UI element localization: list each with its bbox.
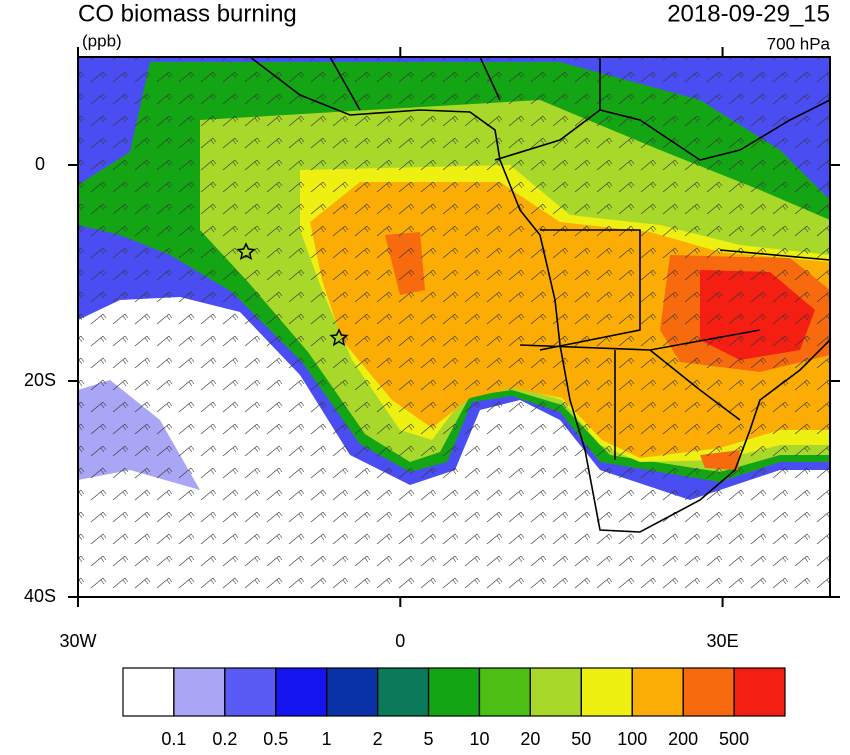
colorbar-label: 100 (617, 729, 647, 749)
colorbar-box (529, 667, 582, 717)
map-field (78, 57, 830, 597)
axes: 30W 0 30E 0 20S 40S (24, 47, 840, 651)
colorbar-box (122, 667, 175, 717)
colorbar-label: 500 (719, 729, 749, 749)
title: CO biomass burning (78, 0, 297, 27)
colorbar-box (478, 667, 531, 717)
colorbar-box (173, 667, 226, 717)
colorbar: 0.1 0.2 0.5 1 2 5 10 20 50 100 200 500 (122, 667, 786, 749)
colorbar-label: 200 (668, 729, 698, 749)
colorbar-box (631, 667, 684, 717)
colorbar-box (682, 667, 735, 717)
date: 2018-09-29_15 (667, 0, 830, 27)
level: 700 hPa (767, 34, 831, 53)
x-tick-label: 0 (395, 631, 405, 651)
colorbar-label: 0.1 (161, 729, 186, 749)
coastline (249, 57, 830, 533)
colorbar-label: 1 (322, 729, 332, 749)
y-tick-label: 20S (24, 370, 56, 390)
wind-barbs (78, 57, 830, 597)
colorbar-box (377, 667, 430, 717)
plot-frame (77, 56, 831, 598)
colorbar-label: 2 (373, 729, 383, 749)
colorbar-label: 0.5 (263, 729, 288, 749)
colorbar-label: 10 (469, 729, 489, 749)
colorbar-label: 20 (520, 729, 540, 749)
y-tick-label: 0 (35, 154, 45, 174)
colorbar-label: 0.2 (212, 729, 237, 749)
x-tick-label: 30E (707, 631, 739, 651)
colorbar-label: 5 (424, 729, 434, 749)
colorbar-box (733, 667, 786, 717)
x-tick-label: 30W (59, 631, 96, 651)
units: (ppb) (82, 31, 122, 50)
colorbar-box (275, 667, 328, 717)
colorbar-box (224, 667, 277, 717)
colorbar-box (580, 667, 633, 717)
y-tick-label: 40S (24, 586, 56, 606)
colorbar-label: 50 (571, 729, 591, 749)
colorbar-box (326, 667, 379, 717)
colorbar-box (427, 667, 481, 717)
site-marker (236, 242, 349, 346)
